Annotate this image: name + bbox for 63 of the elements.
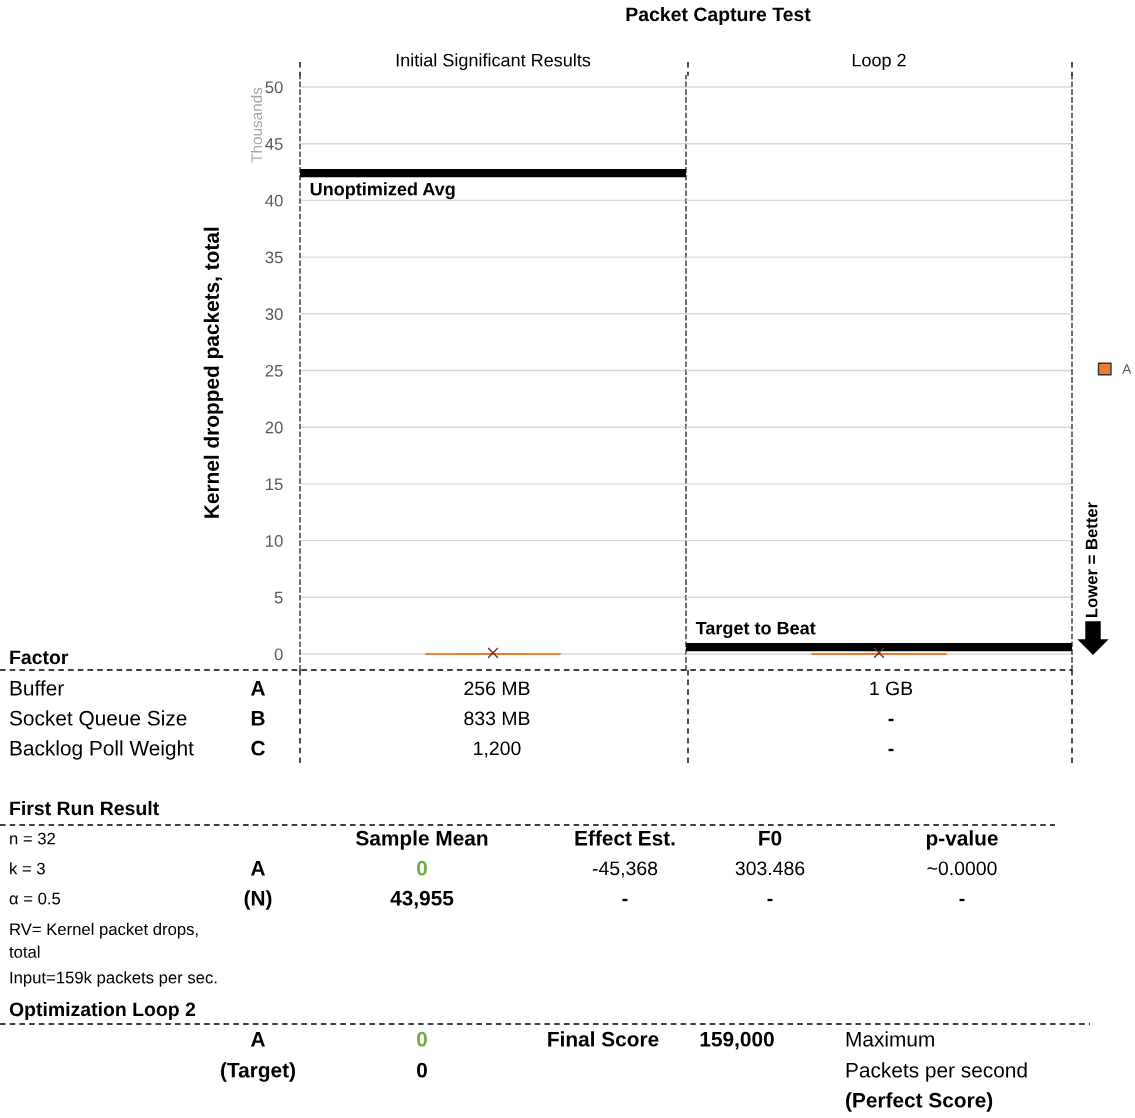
text: (Perfect Score) — [846, 1092, 993, 1112]
text: 833 MB — [464, 711, 530, 726]
text: k = 3 — [10, 862, 45, 875]
x-tick-label: Loop 2 — [852, 53, 906, 71]
y-tick-label: 30 — [265, 308, 283, 320]
annotation: Factor — [10, 650, 69, 665]
text: 303.486 — [735, 861, 805, 876]
text: Sample Mean — [356, 830, 488, 850]
text: Packets per second — [846, 1062, 1027, 1082]
text: (N) — [244, 890, 272, 910]
text: 1,200 — [474, 741, 521, 758]
text: Buffer — [10, 680, 64, 696]
text: First Run Result — [10, 800, 159, 816]
y-tick-label: 5 — [274, 591, 283, 604]
text: 256 MB — [464, 681, 530, 696]
text: F0 — [759, 830, 782, 846]
y-axis-title: Kernel dropped packets, total — [203, 227, 224, 518]
y-tick-label: 50 — [265, 81, 283, 94]
text: n = 32 — [10, 832, 55, 845]
text: (Target) — [221, 1062, 295, 1082]
text: - — [767, 898, 773, 902]
text: Lower = Better — [1085, 502, 1098, 617]
y-tick-label: 45 — [265, 138, 283, 150]
y-tick-label: 20 — [265, 421, 283, 434]
text: Optimization Loop 2 — [9, 1001, 196, 1021]
text: Maximum — [846, 1031, 934, 1047]
text: Socket Queue Size — [9, 710, 187, 730]
text: 0 — [417, 860, 427, 876]
text: Input=159k packets per sec. — [10, 971, 217, 987]
annotation: Thousands — [250, 87, 263, 163]
text: Backlog Poll Weight — [10, 740, 194, 760]
text: α = 0.5 — [9, 892, 61, 905]
text: A — [250, 861, 265, 876]
text: Final Score — [548, 1031, 659, 1047]
y-tick-label: 15 — [266, 478, 283, 491]
text: - — [959, 898, 965, 902]
text: C — [251, 740, 265, 756]
text: A — [250, 1032, 265, 1047]
ref-line-label: Target to Beat — [695, 621, 816, 639]
text: B — [251, 711, 265, 726]
x-tick-label: Initial Significant Results — [396, 53, 591, 71]
y-tick-label: 25 — [265, 364, 283, 377]
y-tick-label: 35 — [265, 251, 283, 264]
text: Effect Est. — [575, 830, 675, 846]
text: 0 — [417, 1062, 427, 1078]
text: RV= Kernel packet drops, total — [9, 922, 198, 958]
text: - — [888, 718, 894, 722]
text: - — [888, 748, 894, 752]
text: 43,955 — [390, 890, 454, 909]
text: A — [250, 681, 265, 696]
ref-line-label: Unoptimized Avg — [310, 182, 455, 200]
y-tick-label: 0 — [274, 648, 283, 661]
text: 1 GB — [870, 681, 913, 696]
text: 0 — [417, 1031, 427, 1047]
chart-title: Packet Capture Test — [626, 6, 811, 26]
text: ~0.0000 — [927, 861, 997, 876]
legend-label: A — [1122, 364, 1132, 374]
text: p-value — [926, 830, 998, 850]
y-tick-label: 40 — [265, 194, 283, 207]
text: - — [622, 898, 628, 902]
y-tick-label: 10 — [266, 535, 283, 547]
text: 159,000 — [700, 1031, 774, 1050]
text: -45,368 — [592, 861, 658, 878]
